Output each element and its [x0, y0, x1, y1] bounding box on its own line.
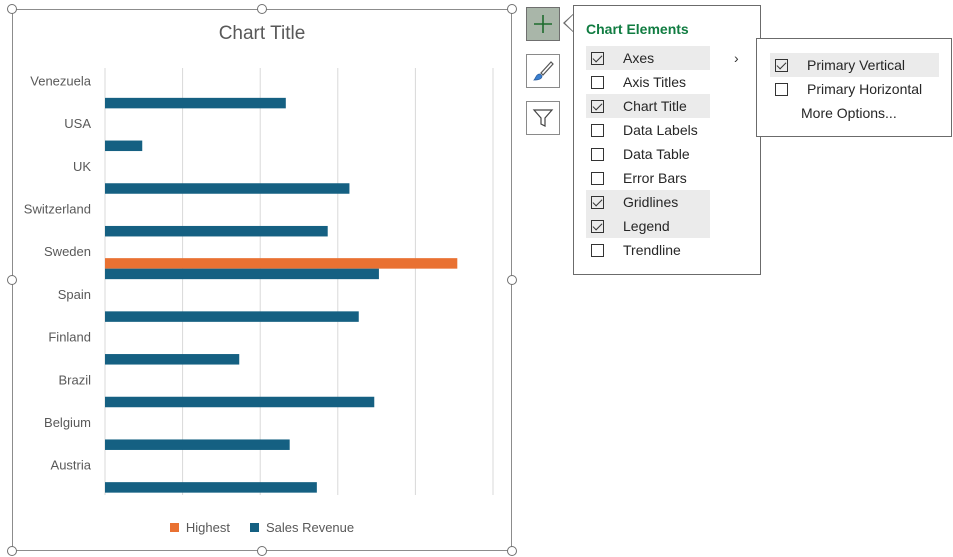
- paintbrush-icon: [533, 61, 554, 81]
- chart-element-label: Data Labels: [623, 122, 698, 138]
- bar-sales-revenue[interactable]: [105, 354, 240, 365]
- chart-element-error-bars[interactable]: Error Bars: [586, 166, 710, 190]
- chart-elements-list: Axes Axis Titles Chart Title Data Labels Dat…: [586, 46, 710, 262]
- chart-elements-panel: Chart Elements Axes Axis Titles Chart Titl…: [573, 5, 761, 275]
- bar-highest[interactable]: [105, 258, 458, 269]
- checkbox[interactable]: [775, 82, 788, 96]
- bar-sales-revenue[interactable]: [105, 183, 350, 194]
- checkbox[interactable]: [591, 123, 604, 137]
- chart-elements-button[interactable]: [526, 7, 560, 41]
- legend-item-sales-revenue: Sales Revenue: [249, 520, 355, 535]
- funnel-icon: [532, 109, 554, 127]
- panel-pointer-fill: [565, 14, 574, 32]
- more-options-link[interactable]: More Options...: [801, 105, 897, 121]
- chart-filters-button[interactable]: [526, 101, 560, 135]
- category-label: UK: [73, 159, 91, 174]
- resize-handle-middle-right[interactable]: [507, 275, 517, 285]
- chart-element-label: Error Bars: [623, 170, 687, 186]
- axis-option-primary-vertical[interactable]: Primary Vertical: [770, 53, 939, 77]
- resize-handle-middle-left[interactable]: [7, 275, 17, 285]
- bar-sales-revenue[interactable]: [105, 311, 359, 322]
- chart-title[interactable]: Chart Title: [218, 23, 306, 44]
- resize-handle-bottom-middle[interactable]: [257, 546, 267, 556]
- chart-element-gridlines[interactable]: Gridlines: [586, 190, 710, 214]
- axis-option-primary-horizontal[interactable]: Primary Horizontal: [770, 77, 939, 101]
- checkbox[interactable]: [591, 51, 604, 65]
- checkbox[interactable]: [591, 147, 604, 161]
- chart-element-label: Axes: [623, 50, 655, 66]
- category-label: Venezuela: [30, 73, 91, 88]
- chart-element-label: Axis Titles: [623, 74, 687, 90]
- bar-sales-revenue[interactable]: [105, 482, 317, 493]
- plus-icon: [534, 15, 552, 33]
- checkbox[interactable]: [591, 195, 604, 209]
- chart-styles-button[interactable]: [526, 54, 560, 88]
- resize-handle-top-middle[interactable]: [257, 4, 267, 14]
- bar-sales-revenue[interactable]: [105, 225, 328, 237]
- chart-legend[interactable]: Highest Sales Revenue: [13, 520, 511, 535]
- resize-handle-bottom-left[interactable]: [7, 546, 17, 556]
- bar-sales-revenue[interactable]: [105, 439, 290, 450]
- category-label: Austria: [51, 458, 92, 473]
- legend-label-highest: Highest: [185, 520, 230, 535]
- resize-handle-bottom-right[interactable]: [507, 546, 517, 556]
- axis-option-label: Primary Horizontal: [807, 81, 923, 97]
- checkbox[interactable]: [591, 219, 604, 233]
- category-label: Spain: [58, 287, 91, 302]
- category-label: Finland: [48, 330, 91, 345]
- resize-handle-top-right[interactable]: [507, 4, 517, 14]
- bar-sales-revenue[interactable]: [105, 396, 375, 408]
- category-label: Brazil: [58, 372, 91, 387]
- category-label: Sweden: [44, 244, 91, 259]
- chart-element-label: Trendline: [623, 242, 681, 258]
- chart-element-legend[interactable]: Legend: [586, 214, 710, 238]
- chart-element-chart-title[interactable]: Chart Title: [586, 94, 710, 118]
- resize-handle-top-left[interactable]: [7, 4, 17, 14]
- checkbox[interactable]: [591, 171, 604, 185]
- chart-element-data-table[interactable]: Data Table: [586, 142, 710, 166]
- category-label: Switzerland: [24, 201, 91, 216]
- chevron-right-icon[interactable]: ›: [734, 50, 739, 66]
- chart-element-label: Data Table: [623, 146, 690, 162]
- chart-element-axes[interactable]: Axes: [586, 46, 710, 70]
- checkbox[interactable]: [591, 99, 604, 113]
- chart-area[interactable]: Chart Title Austria Belgium Brazil Finland S…: [12, 9, 512, 551]
- chart-element-trendline[interactable]: Trendline: [586, 238, 710, 262]
- category-label: USA: [64, 116, 91, 131]
- legend-item-highest: Highest: [169, 520, 230, 535]
- axes-submenu: Primary Vertical Primary Horizontal More O…: [756, 38, 952, 137]
- axis-option-label: Primary Vertical: [807, 57, 906, 73]
- bar-chart-plot[interactable]: Austria Belgium Brazil Finland Spain Sweden Sw…: [13, 10, 511, 550]
- category-label: Belgium: [44, 415, 91, 430]
- axes-submenu-list: Primary Vertical Primary Horizontal More O…: [770, 53, 939, 125]
- legend-label-sales-revenue: Sales Revenue: [265, 520, 355, 535]
- bar-sales-revenue[interactable]: [105, 140, 143, 152]
- checkbox[interactable]: [775, 58, 788, 72]
- bar-sales-revenue[interactable]: [105, 97, 286, 109]
- legend-swatch-highest: [169, 523, 179, 532]
- checkbox[interactable]: [591, 75, 604, 89]
- checkbox[interactable]: [591, 243, 604, 257]
- chart-element-label: Legend: [623, 218, 670, 234]
- chart-element-label: Chart Title: [623, 98, 687, 114]
- chart-element-data-labels[interactable]: Data Labels: [586, 118, 710, 142]
- legend-swatch-sales-revenue: [249, 523, 259, 532]
- chart-element-axis-titles[interactable]: Axis Titles: [586, 70, 710, 94]
- panel-title: Chart Elements: [586, 21, 689, 37]
- bar-sales-revenue[interactable]: [105, 268, 379, 280]
- chart-element-label: Gridlines: [623, 194, 679, 210]
